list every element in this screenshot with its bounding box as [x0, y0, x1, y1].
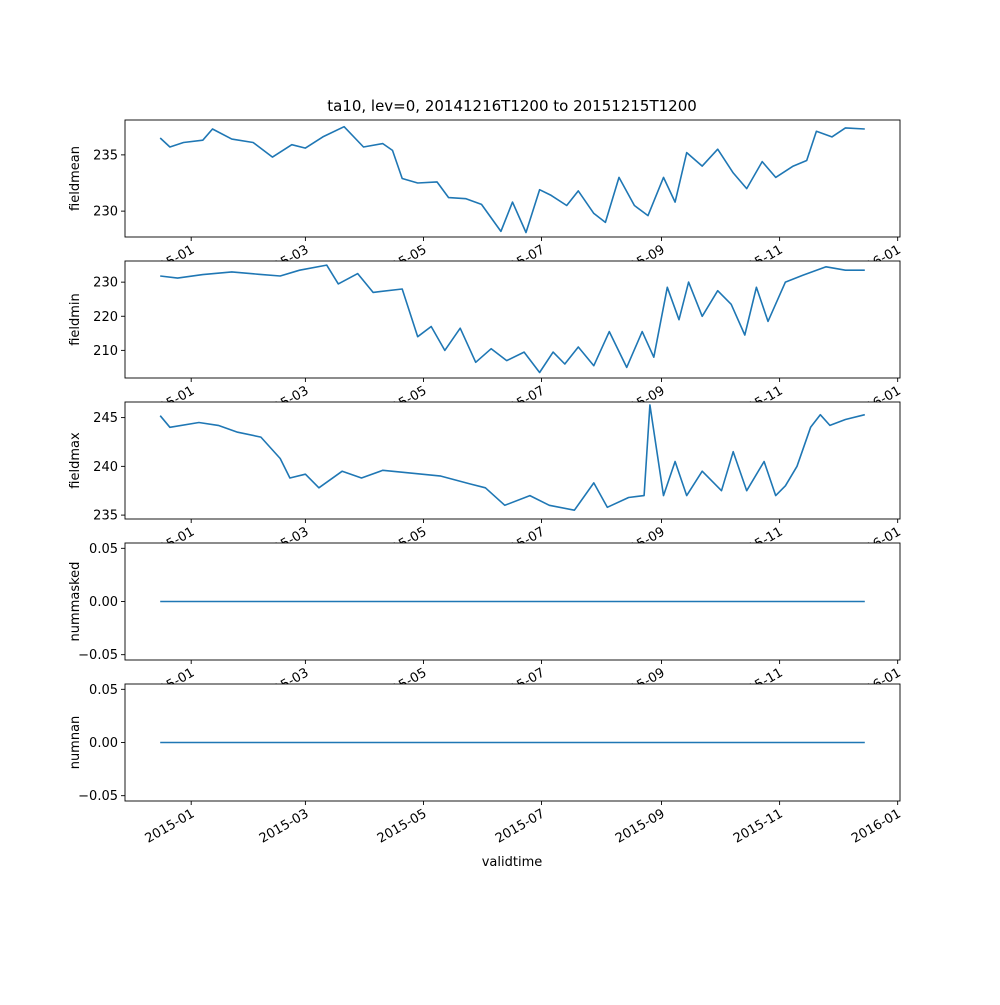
y-tick-label-fieldmin: 220: [93, 310, 118, 325]
series-line-fieldmean: [159, 125, 865, 234]
panel-backdrop: [0, 402, 1000, 519]
axes-frame-fieldmean: [124, 119, 901, 238]
series-line-fieldmin: [160, 264, 865, 374]
y-tick-label-fieldmean: 230: [93, 205, 118, 220]
axes-frame-fieldmin: [124, 260, 901, 379]
y-tick-label-numnan: 0.00: [89, 736, 118, 751]
x-tick-label-numnan: 2015-03: [257, 806, 312, 846]
panel-backdrop: [0, 261, 1000, 378]
y-tick-label-fieldmin: 230: [93, 276, 118, 291]
y-axis-label-numnan: numnan: [68, 716, 83, 770]
y-tick-label-fieldmin: 210: [93, 344, 118, 359]
x-tick-label-numnan: 2015-01: [143, 806, 198, 846]
y-tick-label-numnan: 0.05: [89, 683, 118, 698]
x-axis-label: validtime: [482, 855, 543, 870]
x-tick-label-numnan: 2015-11: [731, 806, 786, 846]
y-axis-label-fieldmin: fieldmin: [68, 293, 83, 346]
x-tick-label-numnan: 2015-05: [375, 806, 430, 846]
y-tick-label-nummasked: 0.05: [89, 542, 118, 557]
series-line-fieldmax: [159, 404, 865, 511]
y-axis-label-nummasked: nummasked: [68, 562, 83, 642]
x-tick-label-numnan: 2016-01: [849, 806, 904, 846]
y-tick-label-fieldmax: 240: [93, 460, 118, 475]
y-axis-label-fieldmean: fieldmean: [68, 146, 83, 211]
axes-frame-fieldmax: [124, 401, 901, 520]
y-tick-label-nummasked: −0.05: [78, 648, 118, 663]
y-axis-label-fieldmax: fieldmax: [68, 432, 83, 489]
y-tick-label-fieldmax: 235: [93, 509, 118, 524]
y-tick-label-nummasked: 0.00: [89, 595, 118, 610]
panels-layer: 230 235 fieldmean 2015-01 2015-03 2015-05 2015…: [0, 119, 1000, 847]
x-tick-label-numnan: 2015-09: [613, 806, 668, 846]
y-tick-label-numnan: −0.05: [78, 789, 118, 804]
chart-title: ta10, lev=0, 20141216T1200 to 20151215T1…: [327, 97, 697, 115]
y-tick-label-fieldmax: 245: [93, 411, 118, 426]
panel-fieldmean: 230235fieldmean2015-012015-032015-052015…: [68, 119, 904, 283]
y-tick-label-fieldmean: 235: [93, 148, 118, 163]
x-tick-label-numnan: 2015-07: [493, 806, 548, 846]
